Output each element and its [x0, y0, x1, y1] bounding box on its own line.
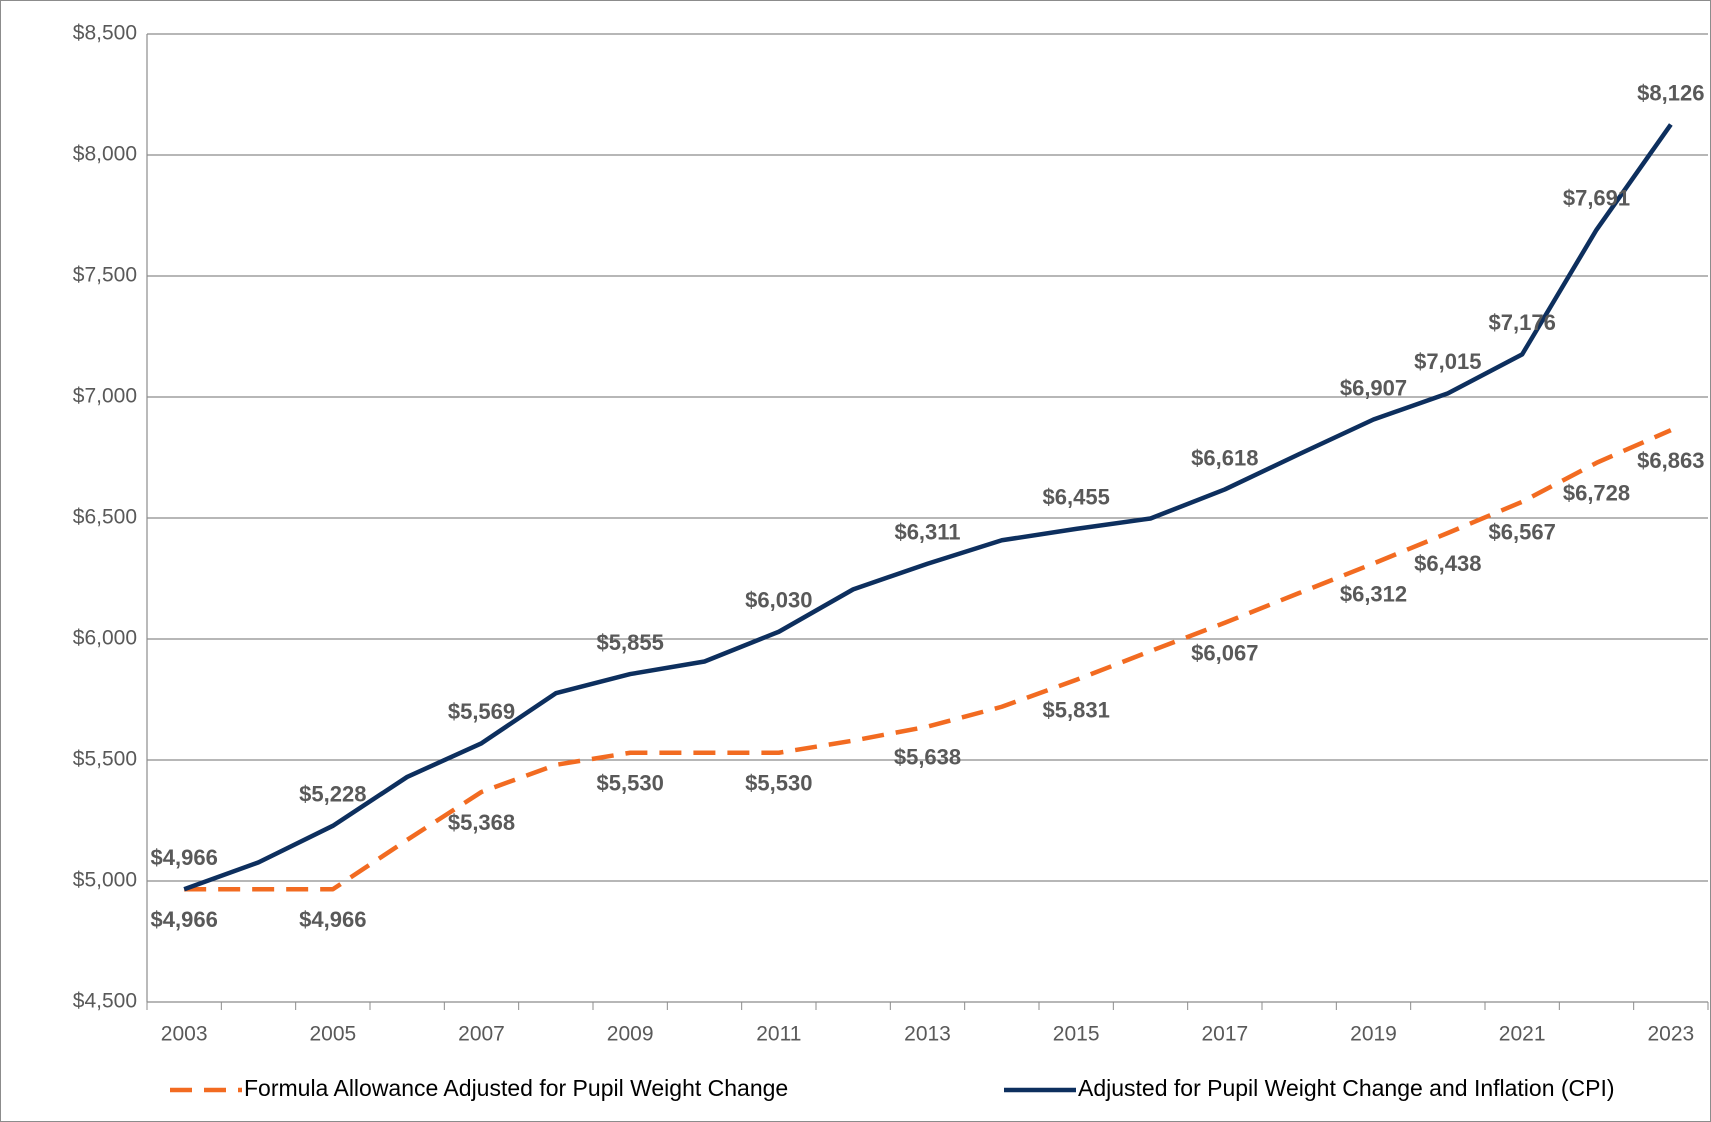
- data-label: $4,966: [151, 845, 218, 870]
- y-tick-label: $6,000: [73, 627, 137, 650]
- data-label: $6,030: [745, 588, 812, 613]
- y-tick-label: $8,000: [73, 143, 137, 166]
- data-label: $5,530: [597, 771, 664, 796]
- data-label: $6,567: [1489, 520, 1556, 545]
- x-tick-label: 2013: [904, 1023, 951, 1046]
- data-label: $6,728: [1563, 481, 1630, 506]
- data-label: $4,966: [151, 907, 218, 932]
- data-label: $6,312: [1340, 581, 1407, 606]
- data-label: $8,126: [1637, 80, 1704, 105]
- x-tick-label: 2007: [458, 1023, 505, 1046]
- data-label: $4,966: [299, 907, 366, 932]
- data-label: $6,455: [1043, 485, 1110, 510]
- data-label: $7,015: [1414, 349, 1481, 374]
- x-tick-label: 2005: [309, 1023, 356, 1046]
- data-label: $5,569: [448, 699, 515, 724]
- y-tick-label: $8,500: [73, 22, 137, 45]
- x-tick-label: 2003: [161, 1023, 208, 1046]
- x-tick-label: 2009: [607, 1023, 654, 1046]
- data-label: $5,530: [745, 771, 812, 796]
- series-line: [184, 428, 1672, 892]
- series-line: [183, 123, 1673, 892]
- data-label: $5,228: [299, 782, 366, 807]
- data-label: $6,863: [1637, 448, 1704, 473]
- legend-label: Formula Allowance Adjusted for Pupil Wei…: [244, 1075, 788, 1101]
- data-label: $7,691: [1563, 186, 1630, 211]
- data-label: $5,855: [597, 630, 664, 655]
- data-label: $7,176: [1489, 310, 1556, 335]
- y-tick-label: $7,000: [73, 385, 137, 408]
- x-tick-label: 2017: [1201, 1023, 1248, 1046]
- data-label: $6,618: [1191, 445, 1258, 470]
- x-tick-label: 2023: [1647, 1023, 1694, 1046]
- data-label: $5,368: [448, 810, 515, 835]
- y-tick-label: $5,500: [73, 748, 137, 771]
- y-tick-label: $6,500: [73, 506, 137, 529]
- x-tick-label: 2011: [756, 1023, 801, 1046]
- y-tick-label: $7,500: [73, 264, 137, 287]
- data-label: $6,067: [1191, 641, 1258, 666]
- y-tick-label: $4,500: [73, 990, 137, 1013]
- x-tick-label: 2021: [1499, 1023, 1546, 1046]
- data-label: $6,438: [1414, 551, 1481, 576]
- x-tick-label: 2015: [1053, 1023, 1100, 1046]
- legend-label: Adjusted for Pupil Weight Change and Inf…: [1078, 1075, 1615, 1101]
- x-tick-label: 2019: [1350, 1023, 1397, 1046]
- data-label: $5,638: [894, 744, 961, 769]
- y-tick-label: $5,000: [73, 869, 137, 892]
- data-label: $6,907: [1340, 375, 1407, 400]
- data-label: $6,311: [894, 520, 960, 545]
- data-label: $5,831: [1043, 698, 1110, 723]
